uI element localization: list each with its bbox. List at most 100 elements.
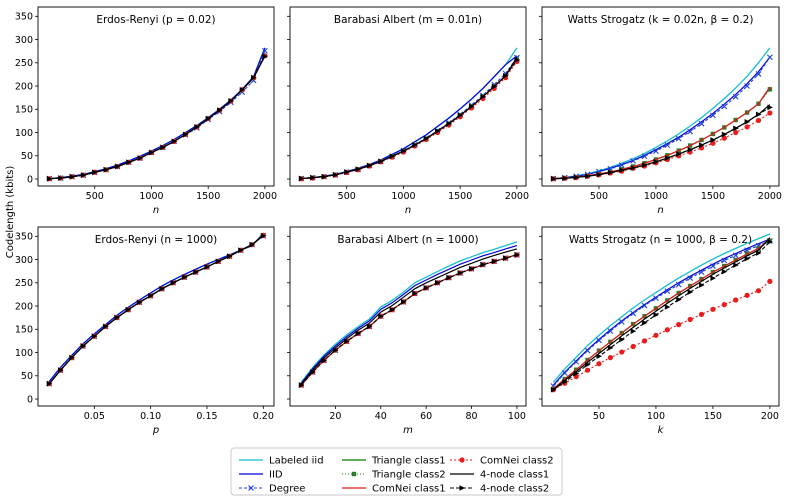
x-tick-label: 100 bbox=[647, 411, 665, 422]
x-tick-label: 200 bbox=[761, 411, 779, 422]
plot-frame bbox=[289, 6, 527, 187]
point-node2-3-16 bbox=[733, 125, 739, 132]
x-tick-label: 150 bbox=[704, 411, 722, 422]
legend-label: Triangle class1 bbox=[371, 456, 446, 467]
point-node2-6-2 bbox=[573, 370, 580, 377]
point-degree-6-5 bbox=[607, 328, 614, 335]
point-node2-3-1 bbox=[562, 175, 568, 182]
panel-title: Barabasi Albert (n = 1000) bbox=[337, 234, 478, 246]
point-node2-1-4 bbox=[92, 169, 98, 176]
series-line-node2 bbox=[301, 59, 518, 180]
x-tick-label: 80 bbox=[465, 411, 477, 422]
point-node2-6-8 bbox=[642, 319, 648, 326]
point-degree-6-7 bbox=[630, 310, 637, 317]
series-line-node1 bbox=[301, 56, 518, 180]
point-degree-6-13 bbox=[698, 269, 705, 275]
y-tick-label: 250 bbox=[15, 278, 33, 289]
point-node2-2-18 bbox=[503, 73, 509, 79]
point-degree-3-12 bbox=[687, 128, 694, 135]
panel-title: Erdos-Renyi (p = 0.02) bbox=[96, 14, 215, 26]
series-line-labeled_iid bbox=[300, 241, 518, 383]
x-axis-label: n bbox=[657, 205, 663, 216]
point-node2-3-2 bbox=[573, 174, 580, 181]
point-node2-5-2 bbox=[321, 357, 328, 364]
series-line-node1 bbox=[49, 55, 266, 180]
plot-frame bbox=[541, 6, 780, 187]
point-degree-3-13 bbox=[698, 120, 705, 127]
series-line-comnei2 bbox=[553, 112, 771, 180]
point-node2-2-3 bbox=[332, 172, 339, 178]
point-node2-4-1 bbox=[58, 367, 64, 373]
panel-title: Barabasi Albert (m = 0.01n) bbox=[334, 14, 482, 26]
series-line-degree bbox=[300, 254, 518, 386]
y-tick-label: 250 bbox=[15, 58, 33, 69]
point-node2-6-5 bbox=[607, 345, 614, 351]
x-tick-label: 50 bbox=[593, 411, 605, 422]
point-node2-2-15 bbox=[469, 103, 475, 110]
point-comnei2-6-12 bbox=[687, 316, 693, 323]
point-degree-6-16 bbox=[732, 252, 739, 259]
panel-title: Erdos-Renyi (n = 1000) bbox=[95, 234, 218, 246]
panel-3: 500 1000 1500 2000 Watts Strogatz (k = 0.02n… bbox=[539, 6, 782, 216]
point-node2-4-8 bbox=[136, 299, 143, 306]
y-tick-label: 0 bbox=[27, 174, 33, 185]
point-node2-5-9 bbox=[400, 299, 407, 305]
x-tick-label: 2000 bbox=[505, 191, 529, 202]
series-line-comnei1 bbox=[300, 253, 518, 386]
x-tick-label: 0.05 bbox=[84, 411, 105, 422]
point-node2-4-18 bbox=[249, 241, 256, 248]
plot-frame bbox=[37, 6, 275, 187]
point-comnei2-6-13 bbox=[698, 311, 705, 318]
point-node2-2-2 bbox=[321, 173, 328, 180]
legend-item-iid: IID bbox=[239, 470, 283, 481]
point-node2-5-0 bbox=[298, 382, 305, 388]
point-node2-0-legend bbox=[459, 485, 465, 491]
point-degree-3-6 bbox=[618, 162, 625, 168]
point-degree-3-15 bbox=[721, 103, 728, 110]
y-tick-label: 0 bbox=[27, 394, 33, 405]
point-node2-1-18 bbox=[251, 74, 257, 81]
point-node2-3-4 bbox=[596, 171, 602, 178]
point-node2-6-17 bbox=[744, 255, 751, 262]
x-tick-label: 20 bbox=[329, 411, 341, 422]
point-node2-2-14 bbox=[457, 112, 464, 119]
point-degree-6-4 bbox=[596, 337, 602, 344]
series-line-degree bbox=[49, 50, 266, 180]
point-node2-3-12 bbox=[687, 146, 694, 153]
series-line-comnei1 bbox=[49, 55, 266, 180]
x-tick-label: 2000 bbox=[253, 191, 277, 202]
series-line-triangle2 bbox=[301, 59, 518, 180]
y-tick-label: 150 bbox=[15, 325, 33, 336]
point-node2-4-14 bbox=[204, 264, 210, 270]
series-line-node2 bbox=[48, 235, 264, 385]
point-comnei2-3-16 bbox=[733, 129, 739, 136]
point-comnei2-0-legend bbox=[459, 457, 465, 463]
x-tick-label: 1000 bbox=[391, 191, 415, 202]
point-node2-1-16 bbox=[228, 98, 234, 104]
point-degree-3-10 bbox=[664, 142, 671, 148]
series-line-comnei2 bbox=[49, 55, 266, 180]
panel-6: 50 100 150 200 Watts Strogatz (n = 1000, β =… bbox=[539, 226, 780, 436]
point-comnei2-6-16 bbox=[733, 297, 739, 303]
point-node2-1-1 bbox=[58, 175, 64, 181]
series-line-node2 bbox=[553, 241, 771, 391]
series-line-iid bbox=[300, 245, 518, 384]
point-node2-4-11 bbox=[170, 279, 177, 286]
x-axis-label: p bbox=[152, 425, 159, 436]
legend-item-labeled_iid: Labeled iid bbox=[239, 456, 324, 467]
panel-2: 500 1000 1500 2000 Barabasi Albert (m = 0.01… bbox=[287, 6, 529, 216]
legend-label: ComNei class2 bbox=[480, 456, 554, 467]
x-tick-label: 1500 bbox=[701, 191, 725, 202]
point-node2-3-15 bbox=[721, 131, 728, 138]
x-tick-label: 1500 bbox=[448, 191, 472, 202]
series-line-comnei2 bbox=[300, 254, 518, 386]
point-node2-6-9 bbox=[653, 312, 659, 318]
point-node2-6-14 bbox=[710, 275, 716, 281]
point-node2-1-14 bbox=[205, 115, 212, 122]
x-axis-label: n bbox=[153, 205, 159, 216]
point-node2-3-14 bbox=[710, 137, 716, 143]
panel-5: 20 40 60 80 100 Barabasi Albert (n = 1000) m bbox=[287, 226, 527, 436]
point-node2-2-4 bbox=[344, 169, 350, 175]
point-node2-6-19 bbox=[767, 239, 773, 245]
point-comnei2-6-3 bbox=[584, 367, 591, 373]
